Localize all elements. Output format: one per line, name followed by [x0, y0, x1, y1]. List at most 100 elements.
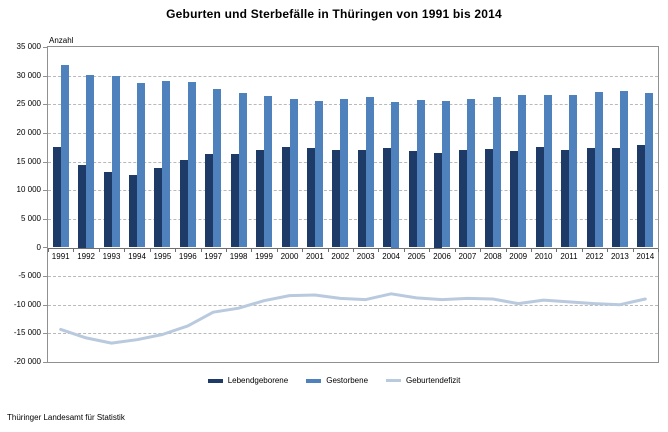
bar-lebendgeborene-2007 — [459, 150, 468, 248]
bar-gestorbene-2012 — [594, 92, 603, 248]
y-axis-unit-label: Anzahl — [49, 36, 74, 45]
bar-lebendgeborene-1994 — [129, 174, 137, 248]
y-axis-tick — [43, 133, 47, 134]
legend-item-geburtendefizit: Geburtendefizit — [386, 376, 460, 385]
bar-lebendgeborene-2005 — [408, 150, 417, 248]
bar-lebendgeborene-2006 — [434, 153, 442, 248]
bar-gestorbene-1993 — [111, 76, 120, 248]
gridline — [48, 161, 658, 163]
x-axis-label: 1997 — [204, 251, 223, 261]
bar-gestorbene-2000 — [289, 98, 298, 248]
legend-item-lebendgeborene: Lebendgeborene — [207, 376, 289, 385]
bar-gestorbene-1998 — [238, 92, 247, 248]
bar-gestorbene-2003 — [365, 97, 374, 248]
y-axis-tick — [43, 276, 47, 277]
bar-lebendgeborene-1992 — [78, 165, 87, 248]
bar-lebendgeborene-2009 — [510, 150, 519, 248]
category-tick — [556, 248, 557, 252]
bar-gestorbene-1991 — [60, 65, 69, 248]
y-axis-label: -20 000 — [13, 357, 41, 366]
chart-title: Geburten und Sterbefälle in Thüringen vo… — [166, 7, 502, 21]
y-axis-label: 5 000 — [20, 213, 41, 223]
bar-gestorbene-2006 — [442, 100, 450, 248]
bar-lebendgeborene-2001 — [306, 148, 315, 248]
legend-item-gestorbene: Gestorbene — [306, 376, 368, 385]
category-tick — [582, 248, 583, 252]
x-axis-label: 2002 — [331, 251, 350, 261]
bar-gestorbene-1996 — [187, 81, 196, 248]
category-tick — [48, 248, 49, 252]
legend-label-lebendgeborene: Lebendgeborene — [227, 376, 289, 385]
y-axis-tick — [43, 162, 47, 163]
category-tick — [633, 248, 634, 252]
x-axis-label: 2008 — [483, 251, 502, 261]
bar-gestorbene-1994 — [137, 82, 145, 248]
x-axis-label: 2013 — [610, 251, 629, 261]
category-tick — [251, 248, 252, 252]
gridline — [48, 218, 658, 220]
y-axis-tick — [43, 247, 47, 248]
y-axis-tick — [43, 76, 47, 77]
x-axis-label: 1999 — [255, 251, 273, 261]
bar-lebendgeborene-2000 — [281, 146, 290, 248]
y-axis-label: 30 000 — [16, 70, 41, 80]
legend: Lebendgeborene Gestorbene Geburtendefizi… — [0, 376, 668, 385]
bar-lebendgeborene-1997 — [205, 153, 214, 248]
gridline — [48, 104, 658, 106]
bar-gestorbene-2005 — [416, 100, 425, 248]
legend-label-gestorbene: Gestorbene — [326, 376, 369, 385]
x-axis-label: 1992 — [77, 251, 95, 261]
legend-swatch-geburtendefizit-icon — [386, 379, 402, 382]
x-axis-label: 1993 — [102, 251, 121, 261]
category-tick — [99, 248, 100, 252]
bar-gestorbene-2009 — [518, 94, 527, 248]
y-axis-label: 10 000 — [16, 185, 41, 195]
category-tick — [429, 248, 430, 252]
bar-gestorbene-1995 — [162, 81, 171, 248]
bar-lebendgeborene-1993 — [103, 171, 112, 248]
bar-gestorbene-2011 — [569, 95, 577, 248]
category-tick — [175, 248, 176, 252]
bar-gestorbene-1997 — [213, 88, 222, 248]
x-axis-label: 2014 — [636, 251, 655, 261]
y-axis-tick — [43, 219, 47, 220]
category-tick — [328, 248, 329, 252]
bar-lebendgeborene-2010 — [535, 147, 544, 248]
y-axis-label: 35 000 — [16, 42, 41, 51]
x-axis-label: 1998 — [229, 251, 248, 261]
y-axis-tick — [43, 104, 47, 105]
bar-gestorbene-2014 — [645, 93, 654, 248]
bar-lebendgeborene-2004 — [383, 148, 392, 248]
legend-swatch-lebendgeborene-icon — [207, 378, 223, 383]
bar-lebendgeborene-2013 — [611, 147, 620, 248]
bar-lebendgeborene-1996 — [179, 160, 188, 248]
x-axis-label: 1995 — [153, 251, 172, 261]
legend-swatch-gestorbene-icon — [306, 378, 322, 383]
bar-gestorbene-2001 — [314, 100, 323, 248]
gridline — [48, 333, 658, 335]
bar-lebendgeborene-1999 — [256, 149, 264, 248]
category-tick — [353, 248, 354, 252]
category-tick — [302, 248, 303, 252]
bar-gestorbene-1999 — [264, 96, 272, 248]
category-tick — [607, 248, 608, 252]
y-axis-tick — [43, 333, 47, 334]
category-tick — [226, 248, 227, 252]
category-tick — [73, 248, 74, 252]
bar-lebendgeborene-2003 — [357, 149, 366, 248]
bar-gestorbene-2002 — [340, 98, 349, 248]
category-tick — [455, 248, 456, 252]
gridline — [48, 276, 658, 278]
bar-gestorbene-2013 — [619, 90, 628, 248]
x-axis-label: 1991 — [51, 251, 70, 261]
gridline — [48, 304, 658, 306]
x-axis-label: 2009 — [509, 251, 528, 261]
gridline — [48, 75, 658, 77]
x-axis-label: 2005 — [407, 251, 426, 261]
bar-lebendgeborene-1995 — [154, 168, 163, 248]
y-axis-label: -10 000 — [13, 299, 41, 309]
bar-lebendgeborene-2002 — [332, 149, 341, 248]
category-tick — [506, 248, 507, 252]
source-caption: Thüringer Landesamt für Statistik — [7, 413, 125, 422]
plot-area: 1991 1992 1993 1994 1995 1996 1997 1998 1999 2000… — [47, 46, 659, 363]
